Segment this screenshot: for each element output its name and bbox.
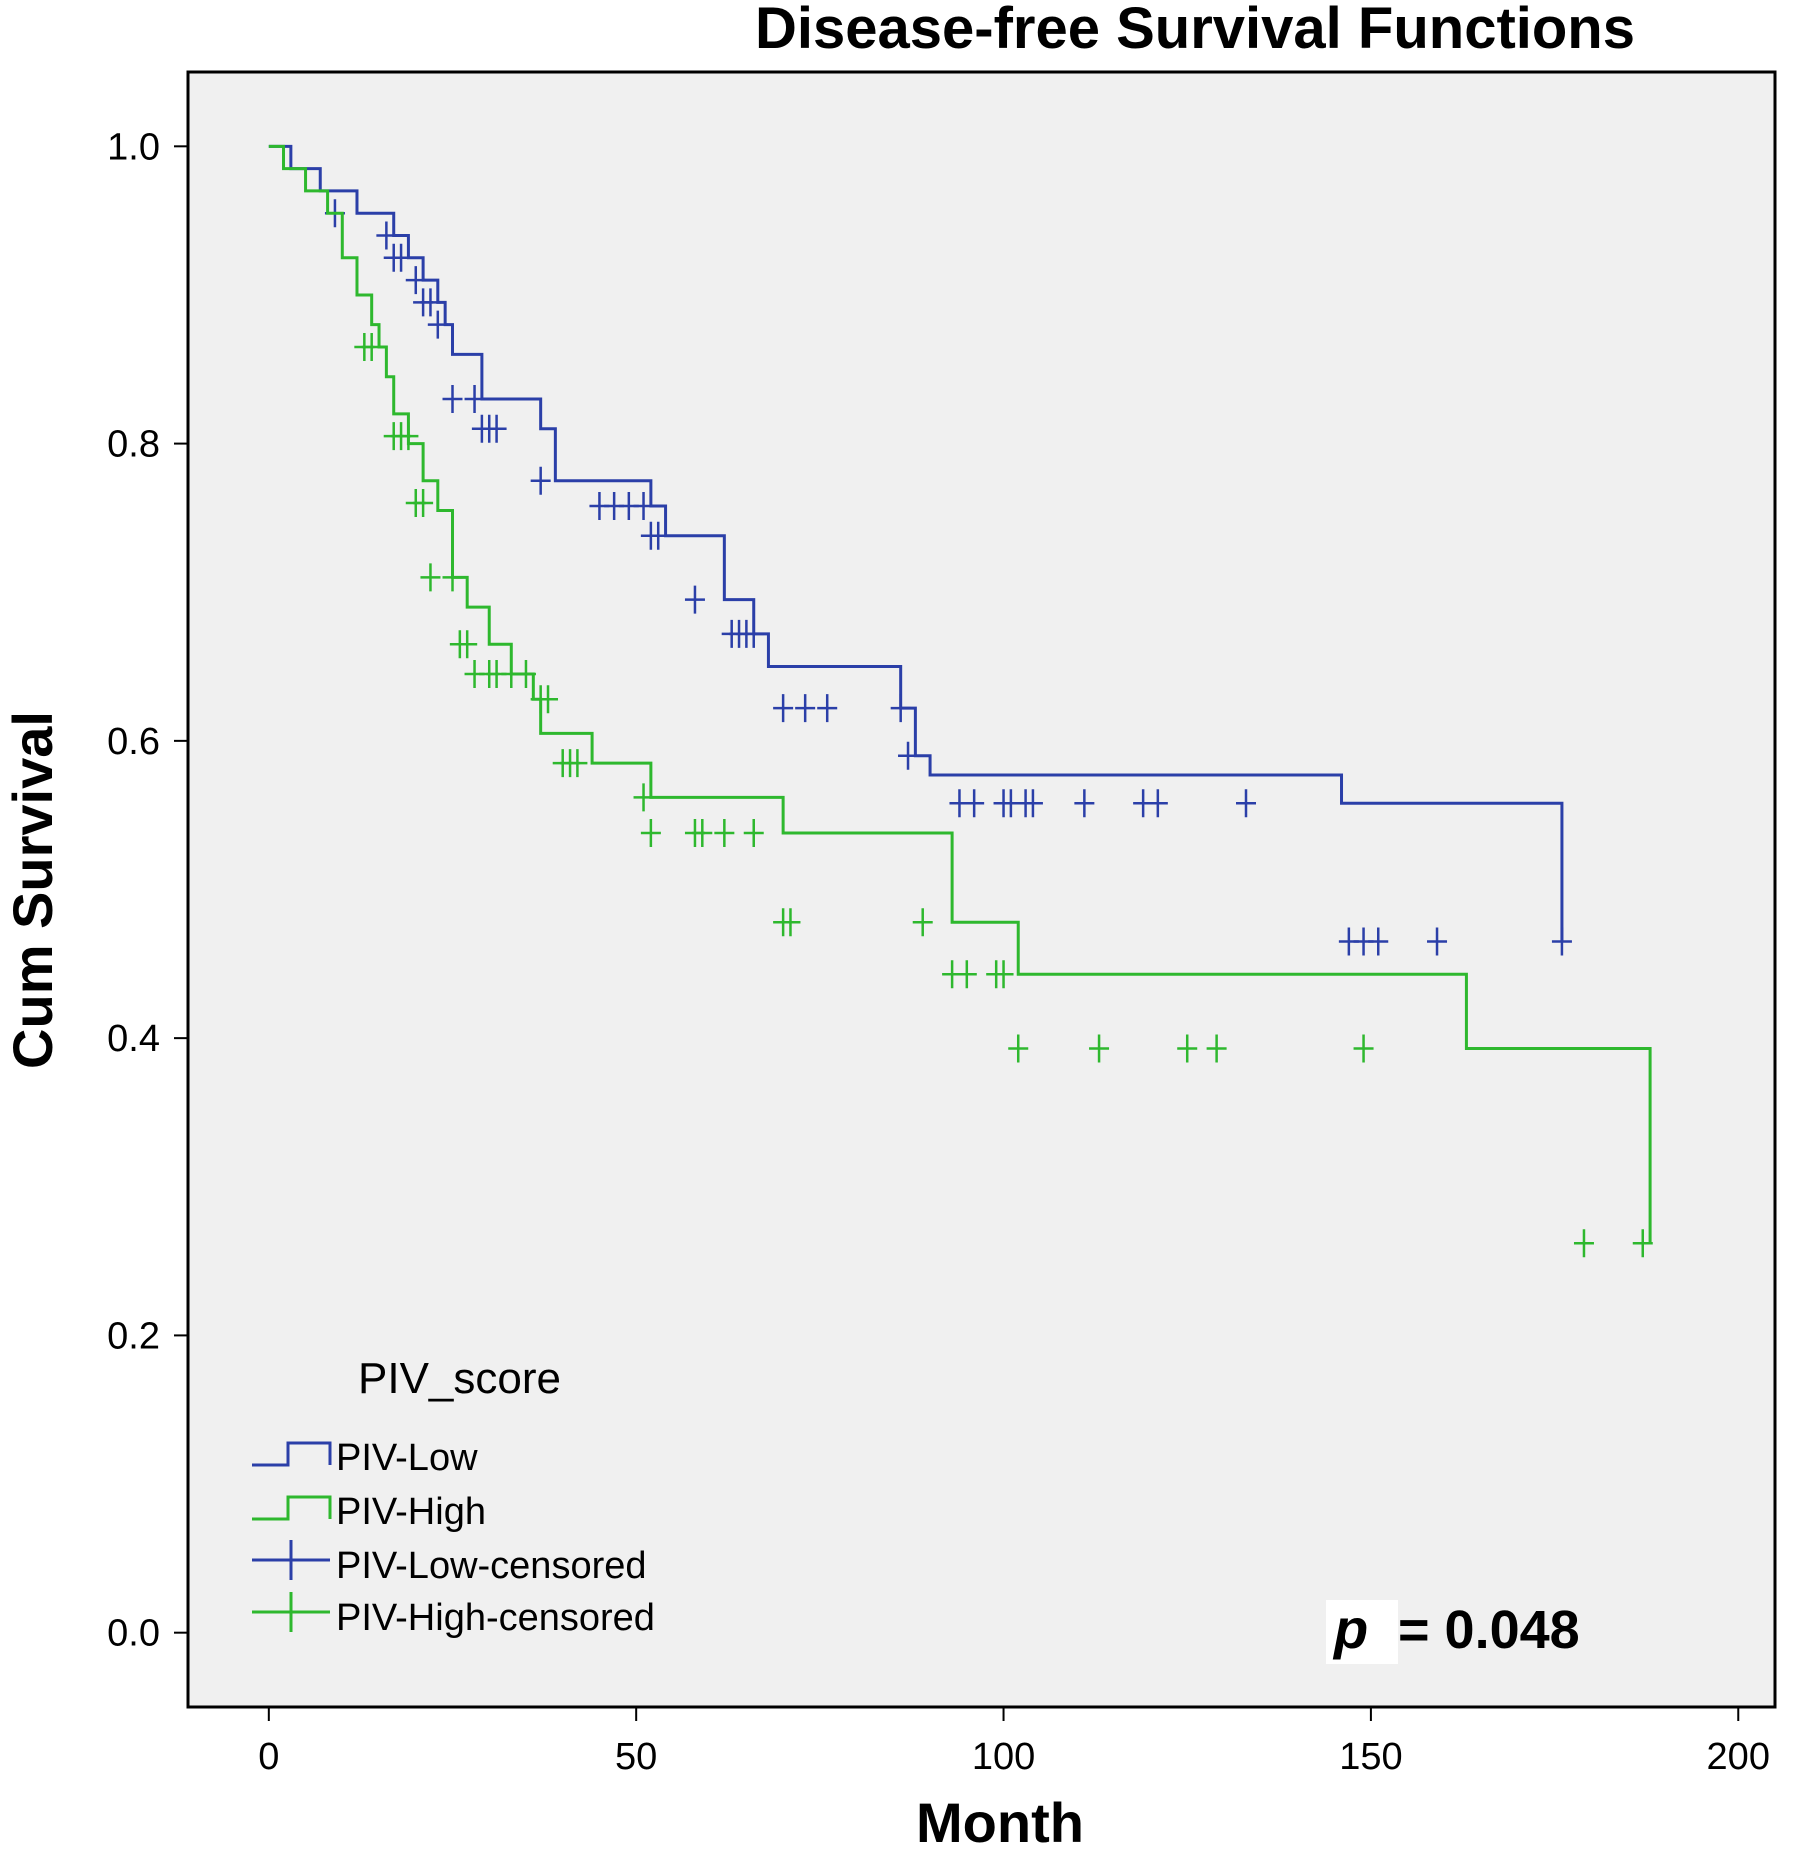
piv-high-censor-mark [633, 783, 654, 812]
piv-high-censor-mark [413, 489, 434, 518]
piv-high-censor-mark [1206, 1034, 1227, 1063]
piv-low-censor-mark [391, 243, 412, 272]
piv-low-censor-mark [1368, 927, 1389, 956]
legend-label-low: PIV-Low [336, 1437, 478, 1479]
legend-swatch-high-step [252, 1495, 332, 1521]
y-tick-label: 0.4 [107, 1018, 160, 1060]
piv-high-censor-mark [538, 685, 559, 714]
piv-high-censor-mark [993, 960, 1014, 989]
piv-low-censor-mark [1022, 789, 1043, 818]
y-tick-label: 0.6 [107, 721, 160, 763]
piv-low-censor-mark [684, 585, 705, 614]
legend-label-low-censored: PIV-Low-censored [336, 1545, 647, 1587]
piv-low-censor-mark [1427, 927, 1448, 956]
y-axis-label: Cum Survival [1, 711, 64, 1069]
piv-low-censor-mark [898, 741, 919, 770]
piv-high-censor-mark [714, 819, 735, 848]
piv-low-censor-mark [964, 789, 985, 818]
piv-high-censor-mark [780, 908, 801, 937]
piv-low-censor-mark [376, 221, 397, 250]
legend-swatch-low-step [252, 1441, 332, 1467]
piv-low-censor-mark [817, 694, 838, 723]
piv-low-censor-mark [648, 521, 669, 550]
p-value-text: = 0.048 [1398, 1600, 1580, 1660]
piv-low-censor-mark [464, 385, 485, 413]
piv-high-censor-mark [442, 563, 463, 592]
piv-low-censor-mark [1236, 789, 1256, 818]
p-symbol: p [1332, 1597, 1368, 1660]
piv-high-censor-mark [515, 659, 536, 688]
piv-low-censor-mark [1074, 789, 1095, 818]
piv-low-censor-mark [890, 694, 911, 723]
piv-low-censor-mark [743, 619, 764, 648]
piv-high-censor-mark [1632, 1229, 1653, 1258]
x-tick-label: 100 [972, 1736, 1035, 1778]
y-tick-label: 0.2 [107, 1315, 160, 1357]
piv-low-censor-mark [427, 310, 448, 339]
piv-high-censor-mark [640, 819, 661, 848]
piv-low-censor-mark [405, 266, 426, 295]
piv-high-censor-mark [1008, 1034, 1029, 1063]
piv-low-censor-mark [442, 385, 463, 413]
p-value-box [1326, 1600, 1398, 1664]
piv-high-censor-mark [1353, 1034, 1374, 1063]
legend-label-high: PIV-High [336, 1491, 486, 1533]
piv-high-censor-mark [361, 332, 382, 361]
piv-high-censor-mark [743, 819, 764, 848]
piv-high-censor-mark [1573, 1229, 1594, 1258]
y-tick-label: 0.8 [107, 424, 160, 466]
x-tick-label: 50 [615, 1736, 657, 1778]
chart-title: Disease-free Survival Functions [755, 0, 1635, 61]
x-tick-label: 150 [1339, 1736, 1402, 1778]
y-tick-label: 1.0 [107, 126, 160, 168]
piv-high-censor-mark [956, 960, 977, 989]
piv-high-survival-line [268, 144, 1652, 1244]
piv-low-censor-mark [1551, 927, 1572, 956]
piv-low-censor-mark [486, 414, 507, 443]
axes: 0 50 100 150 200 0.0 0.2 0.4 0.6 0.8 1.0 [107, 126, 1770, 1778]
legend: PIV_score PIV-Low PIV-High PIV-Low-censo… [252, 1354, 655, 1639]
piv-low-censor-mark [633, 492, 654, 521]
piv-low-censor-mark [773, 694, 794, 723]
legend-label-high-censored: PIV-High-censored [336, 1597, 655, 1639]
piv-low-censor-mark [530, 466, 551, 495]
piv-high-censor-mark [567, 749, 588, 778]
piv-high-censor-mark [912, 908, 933, 937]
piv-low-censor-mark [420, 288, 441, 317]
y-tick-label: 0.0 [107, 1613, 160, 1655]
piv-high-censor-mark [398, 422, 419, 451]
piv-high-censor-mark [420, 563, 441, 592]
legend-title: PIV_score [358, 1354, 561, 1403]
piv-high-censor-mark [457, 630, 478, 659]
legend-swatch-high-censor [252, 1592, 330, 1632]
piv-high-censor-mark [692, 819, 713, 848]
p-value-annotation: p = 0.048 [1326, 1597, 1580, 1664]
x-axis-label: Month [916, 1791, 1084, 1854]
legend-swatch-low-censor [252, 1540, 330, 1580]
series-group [268, 144, 1653, 1258]
x-tick-label: 0 [258, 1736, 279, 1778]
piv-low-censor-mark [795, 694, 816, 723]
piv-high-censor-mark [1089, 1034, 1110, 1063]
piv-low-censor-mark [1147, 789, 1168, 818]
x-tick-label: 200 [1707, 1736, 1770, 1778]
piv-high-censor-mark [1177, 1034, 1198, 1063]
